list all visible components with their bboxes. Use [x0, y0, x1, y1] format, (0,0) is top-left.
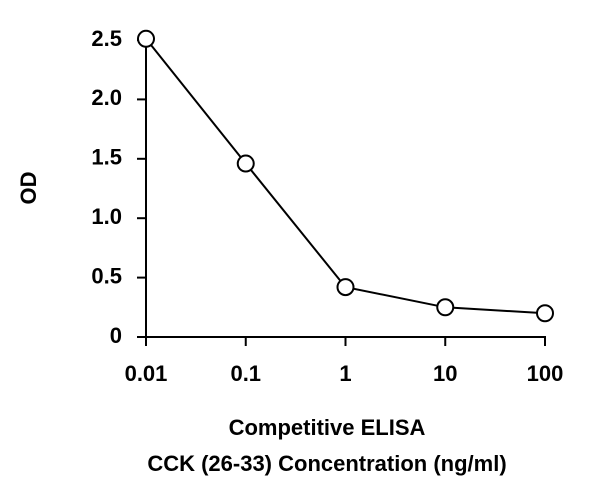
- y-tick-label: 1.0: [91, 204, 122, 229]
- x-axis-label: CCK (26-33) Concentration (ng/ml): [147, 451, 506, 476]
- data-point: [336, 278, 355, 297]
- y-tick-label: 0.5: [91, 263, 122, 288]
- data-point: [137, 29, 155, 48]
- y-tick-label: 2.5: [91, 26, 122, 51]
- data-line: [145, 38, 546, 315]
- data-point: [236, 154, 255, 173]
- x-axis-label: Competitive ELISA: [229, 415, 426, 440]
- x-tick-label: 0.1: [230, 361, 261, 386]
- y-axis-label: OD: [16, 172, 41, 205]
- x-tick-label: 100: [527, 361, 564, 386]
- data-point: [536, 304, 554, 323]
- data-point: [436, 298, 455, 317]
- x-tick-label: 1: [339, 361, 351, 386]
- x-tick-label: 0.01: [125, 361, 168, 386]
- x-tick-label: 10: [433, 361, 457, 386]
- y-tick-label: 0: [110, 323, 122, 348]
- y-tick-label: 1.5: [91, 145, 122, 170]
- y-tick-label: 2.0: [91, 85, 122, 110]
